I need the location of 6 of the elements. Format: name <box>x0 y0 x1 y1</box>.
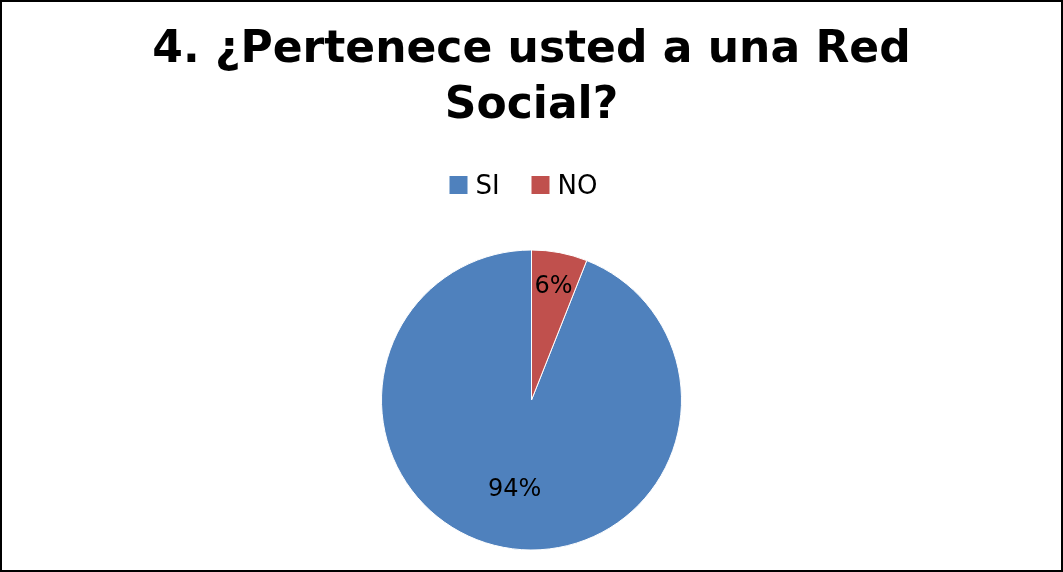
data-label: 94% <box>487 474 542 503</box>
pie-slice <box>381 249 682 551</box>
legend-label: NO <box>557 170 598 200</box>
data-label: 6% <box>534 271 573 300</box>
legend-label: SI <box>475 170 500 200</box>
chart-title: 4. ¿Pertenece usted a una Red Social? <box>152 21 911 128</box>
